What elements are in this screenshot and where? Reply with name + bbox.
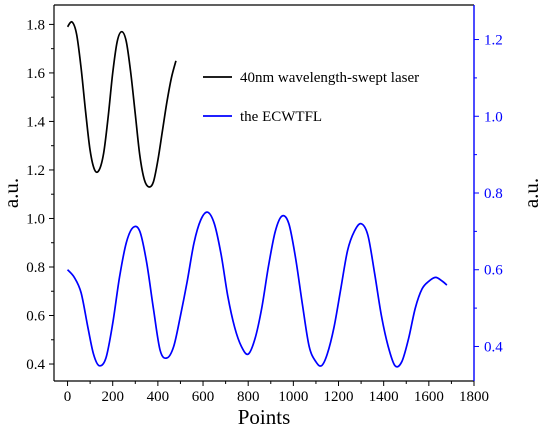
x-tick-label: 0 xyxy=(64,389,72,405)
right-y-axis-title: a.u. xyxy=(519,178,543,208)
x-tick-label: 1000 xyxy=(278,389,308,405)
left-y-tick-label: 1.2 xyxy=(26,163,45,179)
x-tick-label: 1200 xyxy=(324,389,354,405)
right-y-axis-ticks: 0.4 0.6 0.8 1.0 1.2 xyxy=(474,33,503,355)
left-y-tick-label: 0.4 xyxy=(26,357,45,373)
x-tick-label: 1800 xyxy=(459,389,489,405)
x-tick-label: 200 xyxy=(101,389,124,405)
right-y-tick-label: 0.8 xyxy=(484,186,503,202)
legend-label: 40nm wavelength-swept laser xyxy=(240,70,419,86)
left-y-tick-label: 1.6 xyxy=(26,66,45,82)
right-y-tick-label: 1.2 xyxy=(484,33,503,49)
left-y-axis-title: a.u. xyxy=(0,178,23,208)
x-tick-label: 1400 xyxy=(369,389,399,405)
legend-label: the ECWTFL xyxy=(240,109,322,125)
left-y-tick-label: 1.8 xyxy=(26,17,45,33)
left-y-tick-label: 1.0 xyxy=(26,211,45,227)
left-y-tick-label: 1.4 xyxy=(26,114,45,130)
x-tick-label: 1600 xyxy=(414,389,444,405)
series-line-ecwtfl xyxy=(66,211,448,368)
series-layer xyxy=(66,20,448,368)
x-axis-ticks: 0 200 400 600 800 1000 1200 1400 1600 1800 xyxy=(64,381,489,405)
legend: 40nm wavelength-swept laser the ECWTFL xyxy=(203,70,419,125)
x-tick-label: 800 xyxy=(237,389,260,405)
right-y-tick-label: 0.4 xyxy=(484,339,503,355)
right-y-tick-label: 0.6 xyxy=(484,263,503,279)
x-axis-title: Points xyxy=(238,405,291,429)
x-tick-label: 600 xyxy=(192,389,215,405)
right-y-tick-label: 1.0 xyxy=(484,109,503,125)
left-y-tick-label: 0.8 xyxy=(26,260,45,276)
left-y-tick-label: 0.6 xyxy=(26,309,45,325)
series-line-swept-laser xyxy=(66,20,177,188)
x-tick-label: 400 xyxy=(147,389,170,405)
left-y-axis-ticks: 0.4 0.6 0.8 1.0 1.2 1.4 1.6 1.8 xyxy=(26,17,54,373)
